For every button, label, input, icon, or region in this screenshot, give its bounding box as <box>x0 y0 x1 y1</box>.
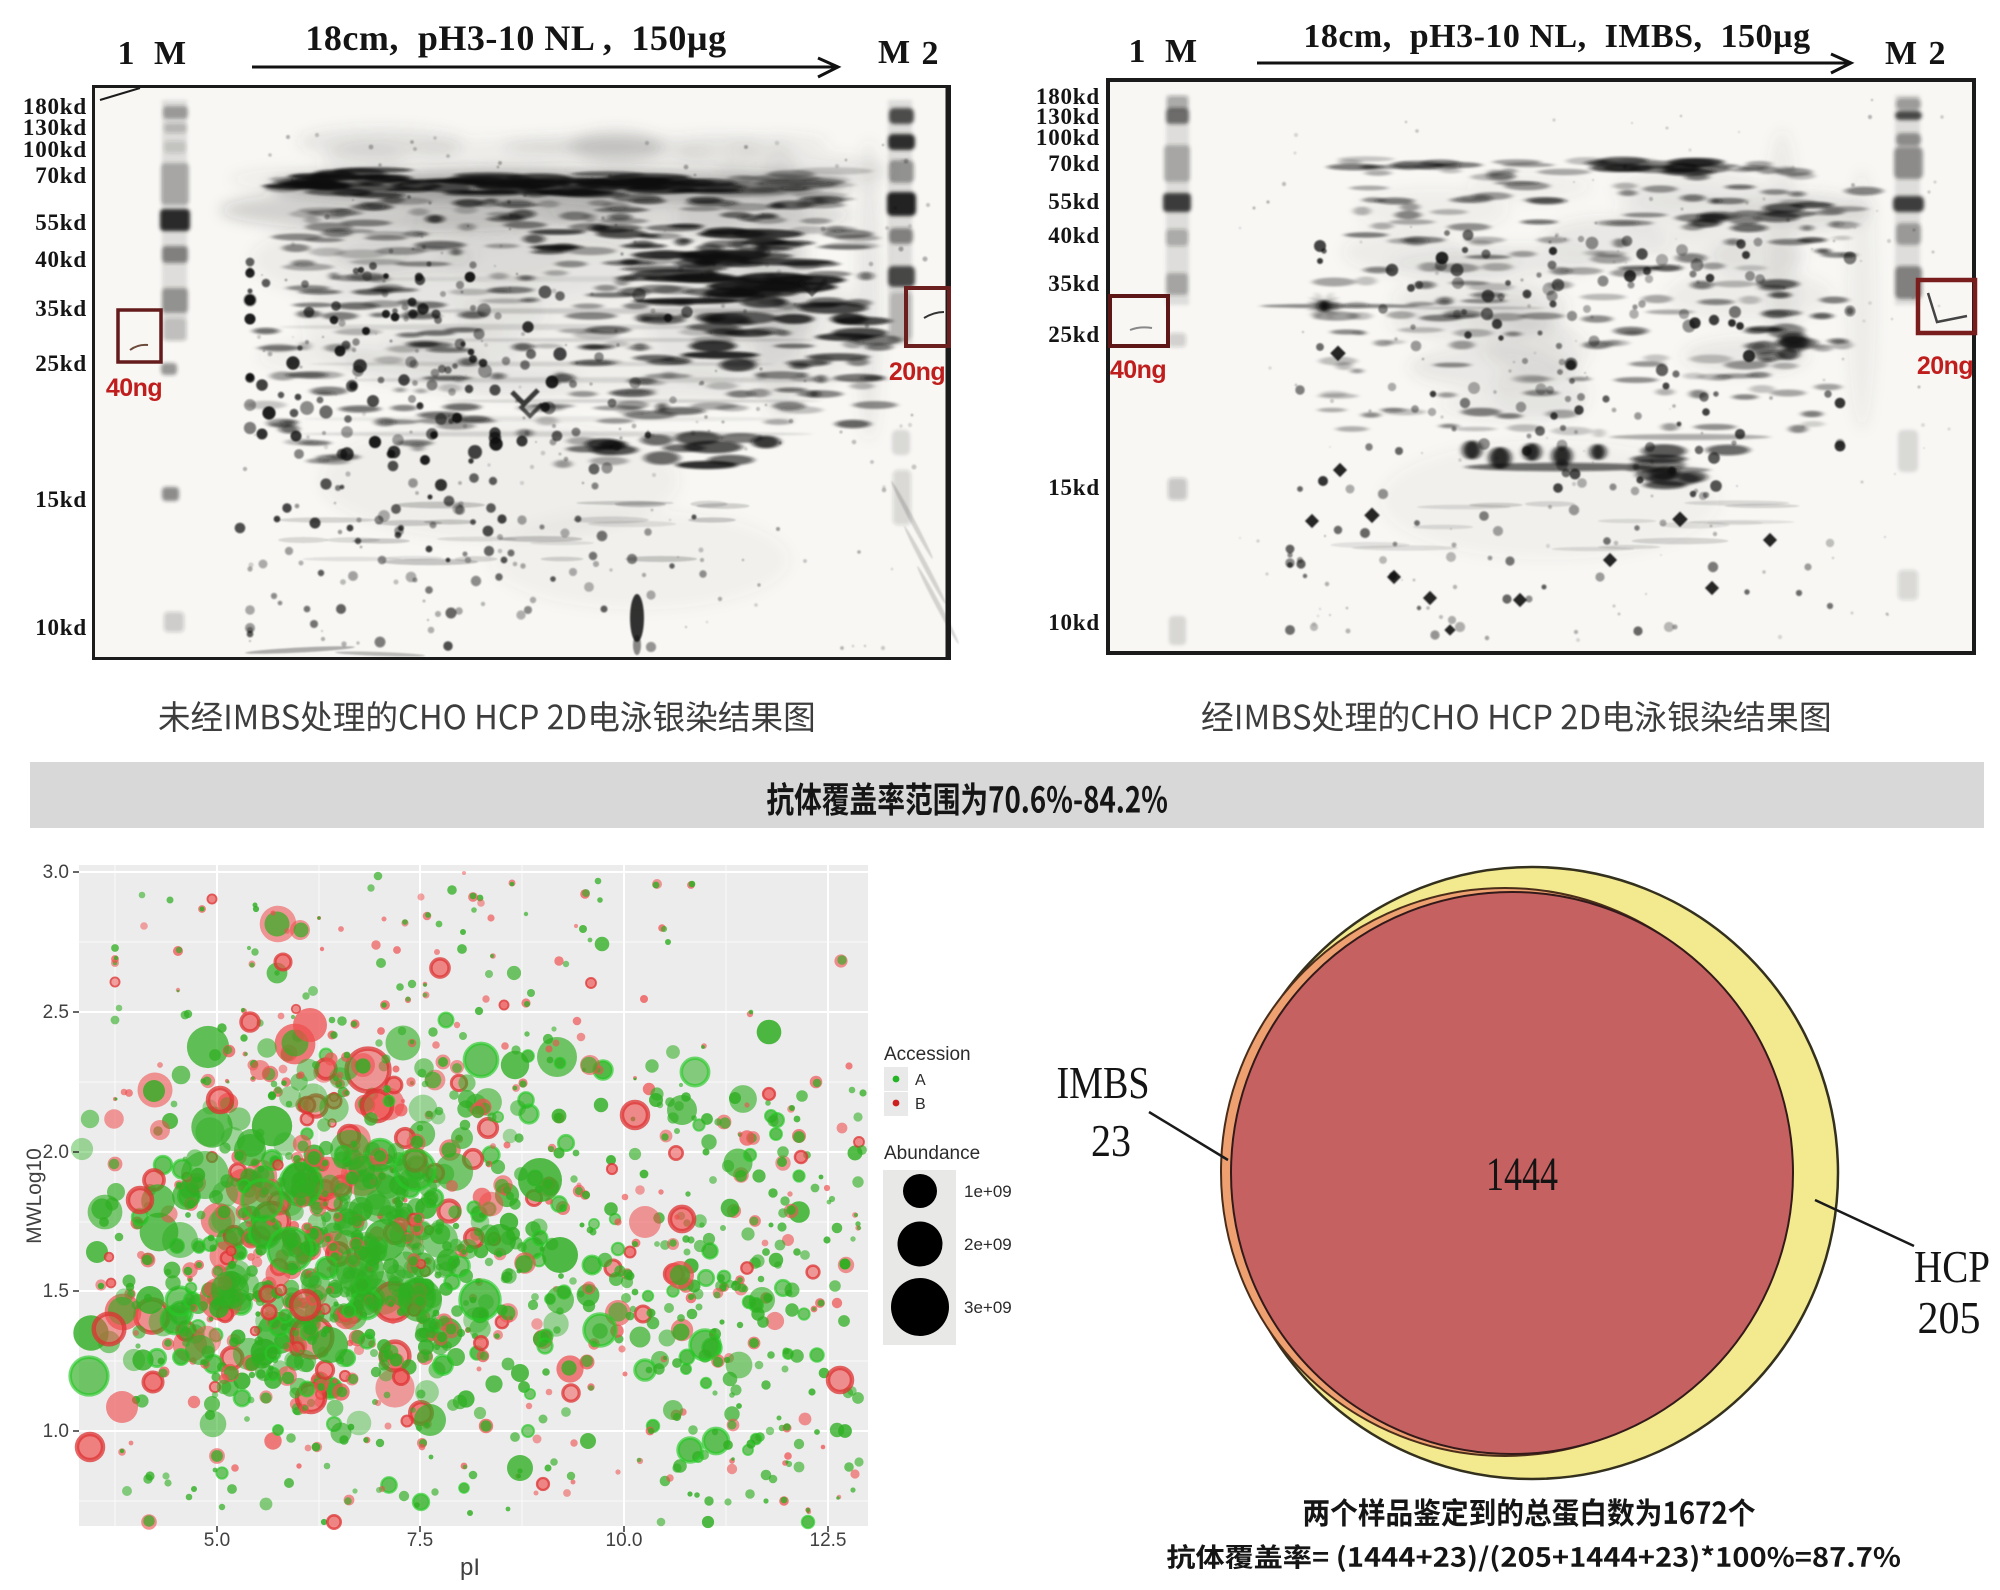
svg-text:M: M <box>1885 35 1917 72</box>
svg-text:2e+09: 2e+09 <box>964 1235 1012 1254</box>
svg-text:130kd: 130kd <box>1036 104 1100 129</box>
svg-text:18cm, pH3-10 NL, IMBS, 150µ: 18cm, pH3-10 NL, IMBS, 150µg <box>1303 18 1810 55</box>
svg-text:23: 23 <box>1091 1115 1131 1166</box>
svg-text:18cm, pH3-10 NL , 150µg: 18cm, pH3-10 NL , 150µg <box>305 18 726 58</box>
svg-text:1.0: 1.0 <box>43 1421 69 1442</box>
svg-text:55kd: 55kd <box>35 210 87 235</box>
svg-text:1: 1 <box>1129 33 1146 70</box>
svg-text:12.5: 12.5 <box>810 1530 847 1551</box>
svg-text:M: M <box>878 34 910 71</box>
svg-text:10.0: 10.0 <box>606 1530 643 1551</box>
svg-text:100kd: 100kd <box>1036 125 1100 150</box>
svg-text:25kd: 25kd <box>35 351 87 376</box>
svg-text:205: 205 <box>1918 1292 1981 1343</box>
svg-text:10kd: 10kd <box>1048 610 1100 635</box>
svg-text:1e+09: 1e+09 <box>964 1182 1012 1201</box>
svg-text:Abundance: Abundance <box>884 1143 980 1164</box>
svg-text:2.0: 2.0 <box>43 1142 69 1163</box>
svg-text:Accession: Accession <box>884 1044 971 1065</box>
svg-text:3e+09: 3e+09 <box>964 1298 1012 1317</box>
svg-text:HCP: HCP <box>1914 1241 1990 1292</box>
svg-text:70kd: 70kd <box>1048 151 1100 176</box>
svg-text:5.0: 5.0 <box>204 1530 230 1551</box>
svg-text:2: 2 <box>922 35 939 72</box>
svg-text:180kd: 180kd <box>23 94 87 119</box>
svg-text:7.5: 7.5 <box>407 1530 433 1551</box>
svg-text:pI: pI <box>460 1554 480 1581</box>
svg-text:1: 1 <box>118 35 135 72</box>
svg-text:MWLog10: MWLog10 <box>23 1148 46 1244</box>
svg-text:55kd: 55kd <box>1048 189 1100 214</box>
svg-text:40ng: 40ng <box>1110 356 1166 384</box>
svg-text:100kd: 100kd <box>23 137 87 162</box>
svg-text:20ng: 20ng <box>889 358 945 386</box>
svg-text:130kd: 130kd <box>23 115 87 140</box>
svg-text:M: M <box>154 35 186 72</box>
svg-text:A: A <box>915 1072 926 1089</box>
svg-text:35kd: 35kd <box>1048 271 1100 296</box>
svg-text:70kd: 70kd <box>35 163 87 188</box>
svg-text:2: 2 <box>1929 35 1946 72</box>
svg-text:25kd: 25kd <box>1048 322 1100 347</box>
svg-text:40ng: 40ng <box>106 374 162 402</box>
svg-text:B: B <box>915 1096 926 1113</box>
svg-text:2.5: 2.5 <box>43 1002 69 1023</box>
svg-text:35kd: 35kd <box>35 296 87 321</box>
svg-text:15kd: 15kd <box>1048 475 1100 500</box>
svg-text:40kd: 40kd <box>1048 223 1100 248</box>
svg-text:3.0: 3.0 <box>43 862 69 883</box>
svg-text:M: M <box>1165 33 1197 70</box>
svg-text:1444: 1444 <box>1486 1148 1558 1201</box>
svg-text:IMBS: IMBS <box>1057 1057 1150 1108</box>
svg-text:1.5: 1.5 <box>43 1281 69 1302</box>
svg-text:40kd: 40kd <box>35 247 87 272</box>
svg-text:180kd: 180kd <box>1036 84 1100 109</box>
svg-text:20ng: 20ng <box>1917 352 1973 380</box>
svg-text:10kd: 10kd <box>35 615 87 640</box>
svg-text:15kd: 15kd <box>35 487 87 512</box>
